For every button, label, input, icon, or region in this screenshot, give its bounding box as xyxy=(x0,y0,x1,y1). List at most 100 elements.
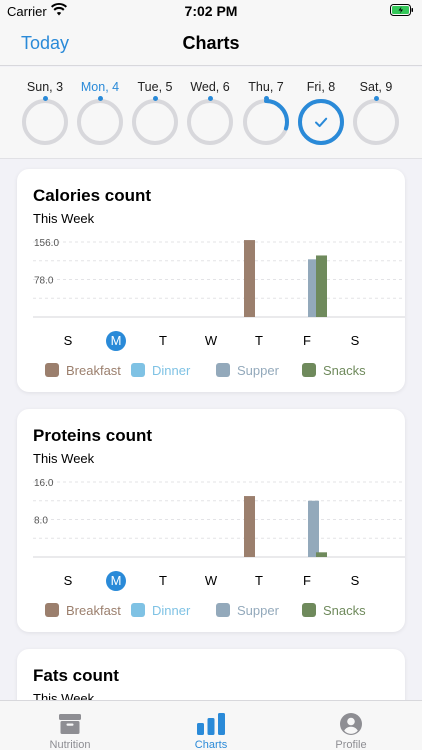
legend-item-snacks: Snacks xyxy=(302,601,366,619)
bar-chart-icon xyxy=(161,709,261,735)
weekday-label: T xyxy=(255,333,263,348)
calories-bar-chart: 156.0 78.0 xyxy=(33,238,405,318)
week-day-4[interactable]: Thu, 7 xyxy=(238,80,294,146)
week-day-6[interactable]: Sat, 9 xyxy=(348,80,404,146)
legend-item-supper: Supper xyxy=(216,361,279,379)
bar-snacks-5 xyxy=(316,255,327,317)
bar-snacks-5 xyxy=(316,552,327,557)
legend-label: Snacks xyxy=(323,362,366,378)
tab-bar: Nutrition Charts Profile xyxy=(0,700,422,750)
y-tick-label: 78.0 xyxy=(34,276,54,287)
chart-subtitle: This Week xyxy=(33,451,95,466)
week-day-0[interactable]: Sun, 3 xyxy=(17,80,73,146)
wifi-icon xyxy=(51,3,67,19)
y-tick-label: 16.0 xyxy=(34,478,54,489)
y-tick-label: 8.0 xyxy=(34,516,48,527)
ring-track xyxy=(187,99,233,145)
weekday-label: W xyxy=(204,333,218,348)
legend-label: Snacks xyxy=(323,602,366,618)
bar-breakfast-4 xyxy=(244,240,255,317)
today-button[interactable]: Today xyxy=(21,33,70,53)
calories-chart-card: Calories count This Week 156.0 78.0 S M T W T… xyxy=(17,169,405,392)
weekday-label: S xyxy=(350,333,360,348)
bar-breakfast-4 xyxy=(244,496,255,557)
checkmark-icon xyxy=(315,117,328,128)
day-indicator-dot xyxy=(153,96,158,101)
chart-title: Fats count xyxy=(33,666,119,685)
legend-item-breakfast: Breakfast xyxy=(45,601,121,619)
ring-track xyxy=(132,99,178,145)
legend-label: Dinner xyxy=(152,362,191,378)
weekday-label[interactable]: M xyxy=(106,331,126,351)
tab-label: Profile xyxy=(335,739,367,750)
tab-nutrition[interactable]: Nutrition xyxy=(20,709,120,750)
carrier-label: Carrier xyxy=(7,4,47,19)
progress-ring xyxy=(352,96,400,146)
page-title: Charts xyxy=(182,33,240,53)
day-indicator-dot xyxy=(98,96,103,101)
week-day-label: Fri, 8 xyxy=(306,80,336,94)
weekday-label: W xyxy=(204,573,218,588)
bar-supper-5 xyxy=(308,500,319,557)
chart-title: Calories count xyxy=(33,186,152,205)
clock-label: 7:02 PM xyxy=(184,3,238,19)
legend-swatch xyxy=(216,363,230,377)
week-day-label: Sun, 3 xyxy=(26,80,64,94)
legend-item-dinner: Dinner xyxy=(131,601,190,619)
ring-progress xyxy=(298,99,344,145)
bar-supper-5 xyxy=(308,259,319,317)
legend-swatch xyxy=(216,603,230,617)
week-day-3[interactable]: Wed, 6 xyxy=(182,80,238,146)
legend-item-dinner: Dinner xyxy=(131,361,190,379)
proteins-bar-chart: 16.0 8.0 xyxy=(33,478,405,558)
chart-legend: Breakfast Dinner Supper Snacks xyxy=(17,361,405,379)
week-day-1[interactable]: Mon, 4 xyxy=(72,80,128,146)
progress-ring xyxy=(186,96,234,146)
weekday-label: T xyxy=(159,573,167,588)
battery-charging-icon xyxy=(390,4,414,19)
weekday-label: S xyxy=(350,573,360,588)
tab-charts[interactable]: Charts xyxy=(161,709,261,750)
chart-subtitle: This Week xyxy=(33,211,95,226)
progress-ring xyxy=(21,96,69,146)
weekday-label: F xyxy=(303,333,311,348)
legend-swatch xyxy=(131,363,145,377)
week-day-label: Sat, 9 xyxy=(359,80,393,94)
week-day-label: Tue, 5 xyxy=(137,80,173,94)
week-day-2[interactable]: Tue, 5 xyxy=(127,80,183,146)
legend-label: Breakfast xyxy=(66,362,121,378)
tab-profile[interactable]: Profile xyxy=(301,709,401,750)
progress-ring xyxy=(76,96,124,146)
legend-label: Supper xyxy=(237,362,279,378)
legend-label: Dinner xyxy=(152,602,191,618)
week-day-label: Mon, 4 xyxy=(80,80,120,94)
legend-item-snacks: Snacks xyxy=(302,361,366,379)
week-day-5[interactable]: Fri, 8 xyxy=(293,80,349,146)
y-tick-label: 156.0 xyxy=(34,238,59,249)
week-selector: Sun, 3 Mon, 4 Tue, 5 Wed, 6 Thu, 7 Fri, 8 Sat,… xyxy=(0,67,422,159)
weekday-label: T xyxy=(255,573,263,588)
progress-ring xyxy=(297,98,345,146)
legend-swatch xyxy=(302,603,316,617)
weekday-label: S xyxy=(63,333,73,348)
ring-track xyxy=(353,99,399,145)
legend-label: Supper xyxy=(237,602,279,618)
archive-box-icon xyxy=(20,709,120,735)
legend-swatch xyxy=(302,363,316,377)
progress-ring xyxy=(242,96,290,146)
chart-title: Proteins count xyxy=(33,426,153,445)
day-indicator-dot xyxy=(208,96,213,101)
weekday-label[interactable]: M xyxy=(106,571,126,591)
weekday-label: F xyxy=(303,573,311,588)
legend-swatch xyxy=(131,603,145,617)
legend-item-supper: Supper xyxy=(216,601,279,619)
navigation-bar: Today Charts xyxy=(0,22,422,66)
status-bar: Carrier 7:02 PM xyxy=(0,0,422,22)
ring-track xyxy=(22,99,68,145)
legend-item-breakfast: Breakfast xyxy=(45,361,121,379)
tab-label: Nutrition xyxy=(49,739,91,750)
week-day-label: Wed, 6 xyxy=(190,80,230,94)
